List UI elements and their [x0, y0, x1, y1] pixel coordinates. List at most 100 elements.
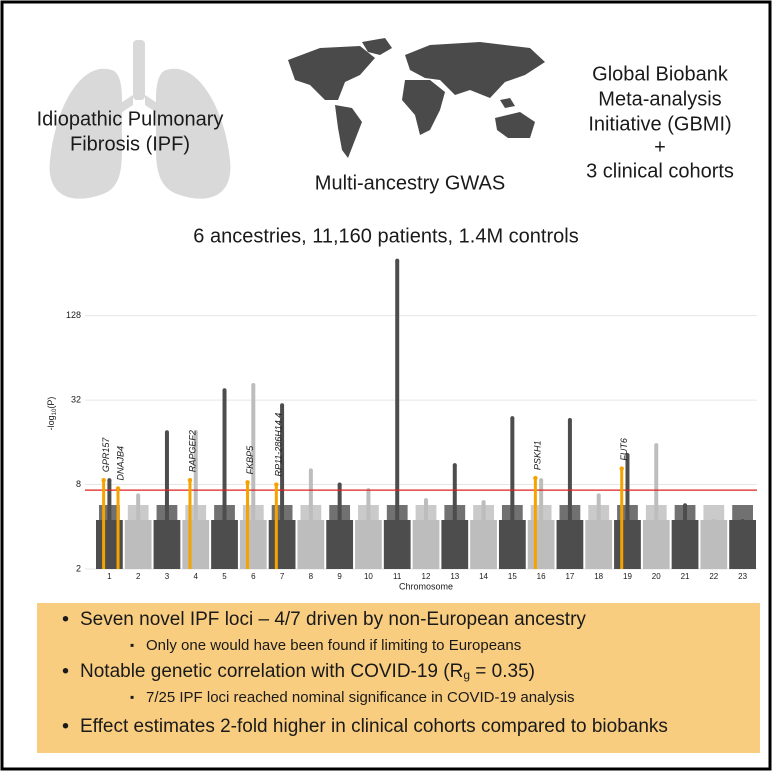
- locus-point: [533, 475, 538, 481]
- locus-label: FKBP5: [245, 445, 255, 475]
- locus-label: GPR157: [101, 437, 111, 473]
- peak-point: [539, 478, 544, 483]
- x-tick-label: 7: [280, 572, 285, 581]
- locus-point: [115, 486, 121, 491]
- snp-cloud: [732, 505, 753, 520]
- locus-label: RP11-286H14.4: [274, 413, 284, 477]
- x-tick-label: 21: [681, 572, 690, 581]
- x-tick-label: 14: [479, 572, 488, 581]
- peak-point: [654, 443, 659, 448]
- x-tick-label: 8: [309, 572, 314, 581]
- bullet-text: 7/25 IPF loci reached nominal significan…: [146, 689, 575, 706]
- x-tick-label: 19: [623, 572, 632, 581]
- locus-point: [619, 466, 624, 471]
- x-tick-label: 11: [393, 572, 402, 581]
- gbmi-label: +: [654, 136, 666, 158]
- gbmi-label: 3 clinical cohorts: [586, 160, 734, 182]
- y-axis-label-part: (P): [46, 397, 56, 409]
- ipf-label: Idiopathic Pulmonary: [37, 108, 224, 130]
- bullet-text-part: g: [463, 668, 470, 682]
- x-tick-label: 10: [364, 572, 373, 581]
- x-tick-label: 16: [537, 572, 546, 581]
- bullet-text-part: Seven novel IPF loci – 4/7 driven by non…: [80, 609, 586, 630]
- peak-point: [308, 468, 313, 473]
- x-tick-label: 3: [165, 572, 170, 581]
- peak-point: [711, 518, 716, 523]
- gbmi-label: Meta-analysis: [598, 88, 721, 110]
- x-tick-label: 23: [738, 572, 747, 581]
- peak-point: [136, 493, 141, 498]
- y-axis-label-part: 10: [52, 408, 58, 415]
- peak-point: [251, 383, 256, 388]
- world-map-icon: [288, 38, 545, 158]
- x-tick-label: 6: [251, 572, 256, 581]
- y-tick-label: 8: [76, 479, 81, 489]
- bullet-text-part: = 0.35): [470, 661, 535, 682]
- summary: 6 ancestries, 11,160 patients, 1.4M cont…: [193, 225, 578, 247]
- x-tick-label: 1: [107, 572, 112, 581]
- peak-point: [481, 500, 486, 505]
- bullet-marker: •: [62, 608, 69, 630]
- peak-point: [740, 518, 745, 523]
- peak-point: [107, 478, 112, 483]
- x-tick-label: 9: [337, 572, 342, 581]
- locus-point: [245, 480, 250, 485]
- peak-point: [452, 463, 457, 468]
- y-axis-label: -log10(P): [46, 397, 57, 431]
- peak-point: [222, 388, 227, 393]
- gbmi-label: Initiative (GBMI): [588, 113, 731, 135]
- findings: • Seven novel IPF loci – 4/7 driven by no…: [62, 608, 668, 737]
- bullet-text: Only one would have been found if limiti…: [146, 637, 521, 654]
- peak-point: [596, 493, 601, 498]
- locus-label: PSKH1: [533, 441, 543, 471]
- bullet-marker: ▪: [130, 690, 134, 704]
- locus-label: DNAJB4: [115, 446, 125, 481]
- x-tick-label: 2: [136, 572, 141, 581]
- locus-point: [101, 477, 106, 483]
- peak-point: [424, 498, 428, 503]
- gbmi-label: Global Biobank: [592, 63, 729, 85]
- x-tick-label: 12: [422, 572, 431, 581]
- peak-point: [683, 503, 688, 508]
- y-tick-label: 32: [71, 394, 81, 404]
- peak-point: [510, 416, 515, 421]
- x-tick-label: 15: [508, 572, 517, 581]
- bullet-text-part: 7/25 IPF loci reached nominal significan…: [146, 689, 575, 706]
- peak-point: [625, 452, 630, 457]
- peak-point: [567, 417, 572, 422]
- peak-point: [193, 429, 198, 434]
- gwas-label: Multi-ancestry GWAS: [315, 172, 505, 194]
- bullet-marker: •: [62, 715, 69, 737]
- bullet-marker: ▪: [130, 638, 134, 652]
- bullet-text: Effect estimates 2-fold higher in clinic…: [80, 716, 668, 737]
- x-tick-label: 20: [652, 572, 661, 581]
- snp-cloud: [703, 505, 725, 520]
- bullet-text: Seven novel IPF loci – 4/7 driven by non…: [80, 609, 586, 630]
- lungs-icon: [49, 40, 231, 199]
- bullet-text: Notable genetic correlation with COVID-1…: [80, 661, 535, 682]
- bullet-text-part: Notable genetic correlation with COVID-1…: [80, 661, 463, 682]
- peak-point: [164, 430, 169, 435]
- locus-label: FUT6: [619, 438, 629, 461]
- bullet-text-part: Only one would have been found if limiti…: [146, 637, 521, 654]
- bullet-text-part: Effect estimates 2-fold higher in clinic…: [80, 716, 668, 737]
- y-tick-label: 2: [76, 563, 81, 573]
- x-tick-label: 4: [194, 572, 199, 581]
- locus-label: RAPGEF2: [187, 430, 197, 472]
- peak-point: [395, 258, 400, 263]
- x-tick-label: 13: [450, 572, 459, 581]
- y-axis-label-part: -log: [46, 415, 56, 430]
- x-axis-label: Chromosome: [399, 581, 453, 591]
- locus-point: [274, 482, 279, 487]
- x-tick-label: 5: [222, 572, 227, 581]
- findings-box: [37, 603, 760, 753]
- x-tick-label: 18: [594, 572, 603, 581]
- locus-point: [187, 477, 193, 483]
- y-tick-label: 128: [66, 310, 81, 320]
- x-tick-label: 22: [709, 572, 718, 581]
- bullet-marker: •: [62, 660, 69, 682]
- peak-point: [337, 482, 342, 487]
